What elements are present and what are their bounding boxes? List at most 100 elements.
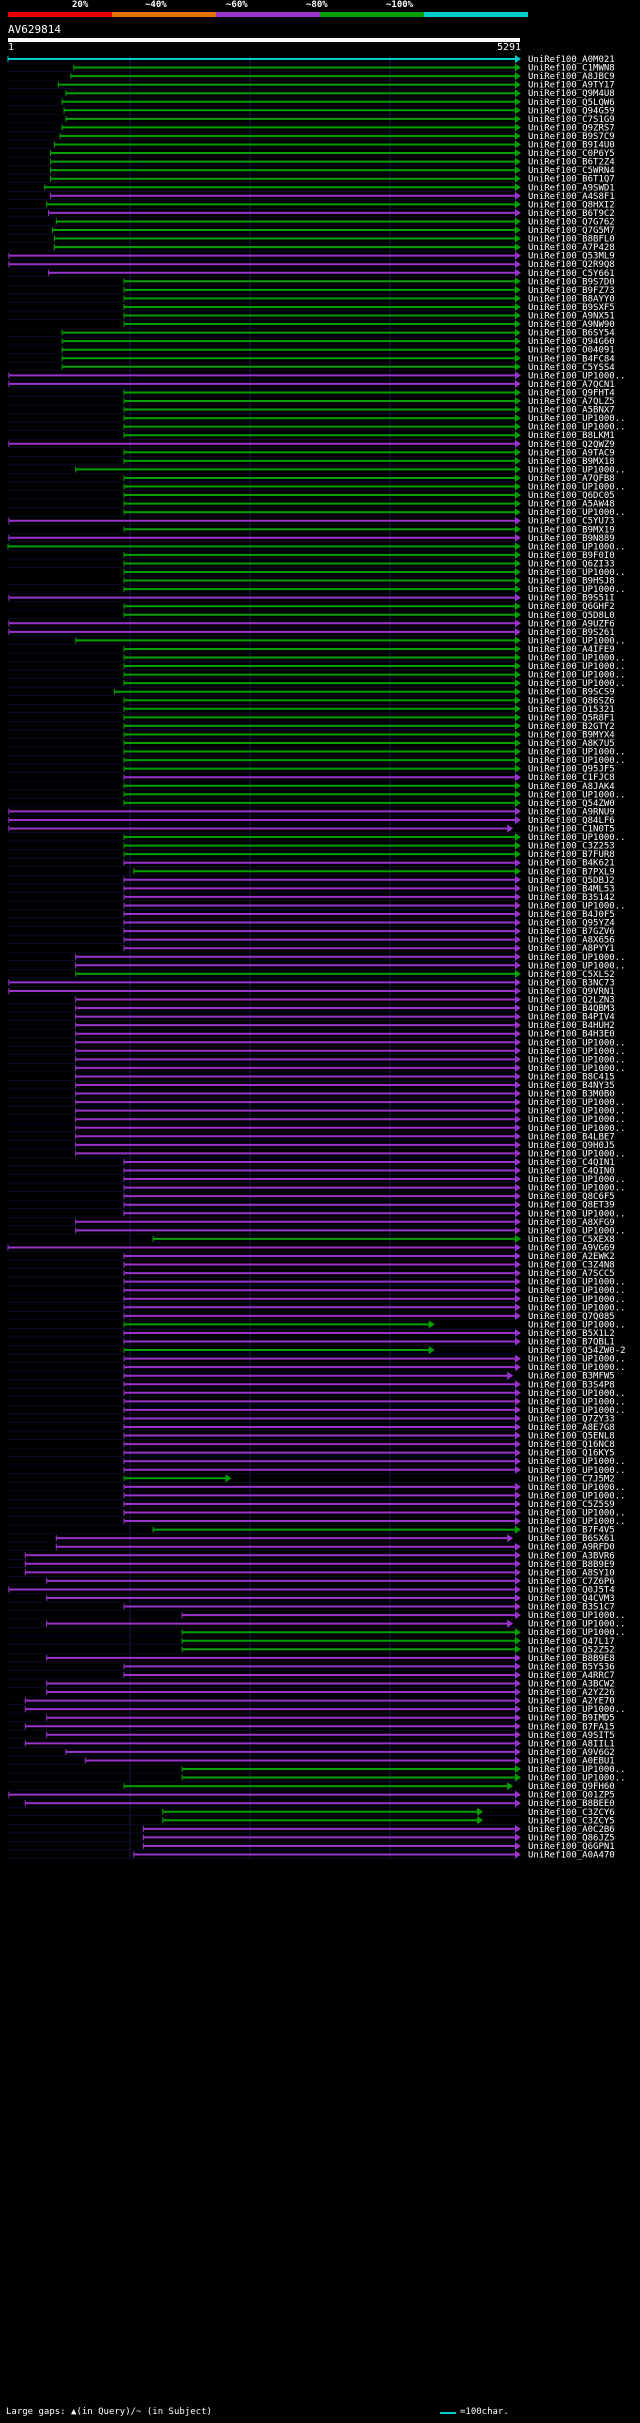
hit-label: UniRef100_A0A470 xyxy=(528,1851,615,1861)
hit-label: UniRef100_A8X656 xyxy=(528,936,615,946)
hit-arrow xyxy=(515,482,521,491)
hit-arrow xyxy=(515,833,521,842)
hit-label: UniRef100_A9NX51 xyxy=(528,312,615,322)
hit-arrow xyxy=(515,499,521,508)
hit-label: UniRef100_A8XFG9 xyxy=(528,1218,615,1228)
hit-arrow xyxy=(515,576,521,585)
hit-label: UniRef100_B4K621 xyxy=(528,859,615,869)
scale-label: =100char. xyxy=(460,2407,509,2417)
hit-arrow xyxy=(515,1149,521,1158)
hit-arrow xyxy=(515,961,521,970)
hit-label: UniRef100_UP1000.. xyxy=(528,1286,626,1296)
hit-arrow xyxy=(515,525,521,534)
hit-arrow xyxy=(515,208,521,217)
hit-arrow xyxy=(515,1525,521,1534)
hit-arrow xyxy=(515,679,521,688)
hit-label: UniRef100_C3Z253 xyxy=(528,842,615,852)
hit-arrow xyxy=(515,1140,521,1149)
hit-arrow xyxy=(515,1405,521,1414)
hit-arrow xyxy=(515,1098,521,1107)
hit-arrow xyxy=(515,1303,521,1312)
hit-arrow xyxy=(515,1756,521,1765)
hit-label: UniRef100_A9VG69 xyxy=(528,1243,615,1253)
hit-label: UniRef100_A8SY10 xyxy=(528,1568,615,1578)
hit-label: UniRef100_Q5R8F1 xyxy=(528,713,615,723)
hit-label: UniRef100_UP1000.. xyxy=(528,1517,626,1527)
hit-arrow xyxy=(515,952,521,961)
hit-label: UniRef100_C1MWN8 xyxy=(528,64,615,74)
hit-label: UniRef100_UP1000.. xyxy=(528,371,626,381)
hit-arrow xyxy=(515,1576,521,1585)
hit-label: UniRef100_Q2LZN3 xyxy=(528,996,615,1006)
hit-arrow xyxy=(515,260,521,269)
hit-arrow xyxy=(515,362,521,371)
hit-arrow xyxy=(515,593,521,602)
legend-swatch xyxy=(216,12,321,17)
hit-label: UniRef100_UP1000.. xyxy=(528,654,626,664)
query-title: AV629814 xyxy=(8,23,61,36)
legend-label: ~60% xyxy=(226,0,248,10)
hit-arrow xyxy=(515,465,521,474)
hit-label: UniRef100_C3ZCY6 xyxy=(528,1808,615,1818)
hit-label: UniRef100_UP1000.. xyxy=(528,1303,626,1313)
query-end-label: 5291 xyxy=(497,42,522,53)
hit-label: UniRef100_UP1000.. xyxy=(528,1047,626,1057)
hit-label: UniRef100_A0M021 xyxy=(528,55,615,65)
hit-label: UniRef100_Q9M4U8 xyxy=(528,89,615,99)
hit-arrow xyxy=(515,371,521,380)
hit-arrow xyxy=(515,1696,521,1705)
hit-label: UniRef100_UP1000.. xyxy=(528,1055,626,1065)
hit-label: UniRef100_Q9ZRS7 xyxy=(528,123,615,133)
hit-label: UniRef100_A9TY17 xyxy=(528,81,615,91)
hit-arrow xyxy=(515,644,521,653)
hit-label: UniRef100_UP1000.. xyxy=(528,756,626,766)
hit-label: UniRef100_B8C415 xyxy=(528,1072,615,1082)
hit-arrow xyxy=(515,1670,521,1679)
hit-label: UniRef100_B9SXF5 xyxy=(528,303,615,313)
hit-arrow xyxy=(515,217,521,226)
hit-label: UniRef100_A4RRC7 xyxy=(528,1671,615,1681)
hit-label: UniRef100_Q86JZ5 xyxy=(528,1833,615,1843)
hit-label: UniRef100_A4S8F1 xyxy=(528,192,615,202)
hit-arrow xyxy=(515,1636,521,1645)
hit-arrow xyxy=(515,559,521,568)
hit-arrow xyxy=(515,739,521,747)
hit-label: UniRef100_B6T2Z4 xyxy=(528,158,615,168)
hit-arrow xyxy=(515,1423,521,1431)
hit-label: UniRef100_Q6GHF2 xyxy=(528,602,615,612)
hit-label: UniRef100_B3S1C7 xyxy=(528,1603,615,1613)
hit-arrow xyxy=(515,1747,521,1756)
hit-arrow xyxy=(515,858,521,867)
hit-label: UniRef100_A7QFB8 xyxy=(528,474,615,484)
hit-arrow xyxy=(515,627,521,636)
hit-arrow xyxy=(515,636,521,645)
hit-arrow xyxy=(515,1115,521,1124)
hit-label: UniRef100_UP1000.. xyxy=(528,953,626,963)
hit-arrow xyxy=(515,149,521,158)
hit-arrow xyxy=(515,174,521,183)
hit-arrow xyxy=(515,1662,521,1671)
hit-arrow xyxy=(515,243,521,252)
hit-label: UniRef100_B9FZ73 xyxy=(528,286,615,296)
hit-arrow xyxy=(515,268,521,277)
hit-label: UniRef100_A9TAC9 xyxy=(528,448,615,458)
hit-label: UniRef100_B7FUR8 xyxy=(528,850,615,860)
hit-label: UniRef100_Q4CVM3 xyxy=(528,1594,615,1604)
hit-arrow xyxy=(515,123,521,132)
hit-arrow xyxy=(515,1559,521,1568)
hit-label: UniRef100_UP1000.. xyxy=(528,1064,626,1074)
hit-label: UniRef100_Q8ET39 xyxy=(528,1201,615,1211)
hit-label: UniRef100_A7SCC5 xyxy=(528,1269,615,1279)
hit-label: UniRef100_C3ZCY5 xyxy=(528,1816,615,1826)
hit-label: UniRef100_UP1000.. xyxy=(528,1705,626,1715)
hit-arrow xyxy=(515,516,521,525)
hit-arrow xyxy=(507,824,514,833)
hit-arrow xyxy=(515,1072,521,1081)
hit-arrow xyxy=(515,1482,521,1491)
hit-label: UniRef100_A3BVR6 xyxy=(528,1551,615,1561)
hit-arrow xyxy=(515,978,521,987)
hit-arrow xyxy=(515,875,521,884)
hit-arrow xyxy=(515,1388,521,1397)
hit-arrow xyxy=(515,1679,521,1688)
hit-arrow xyxy=(515,1790,521,1799)
